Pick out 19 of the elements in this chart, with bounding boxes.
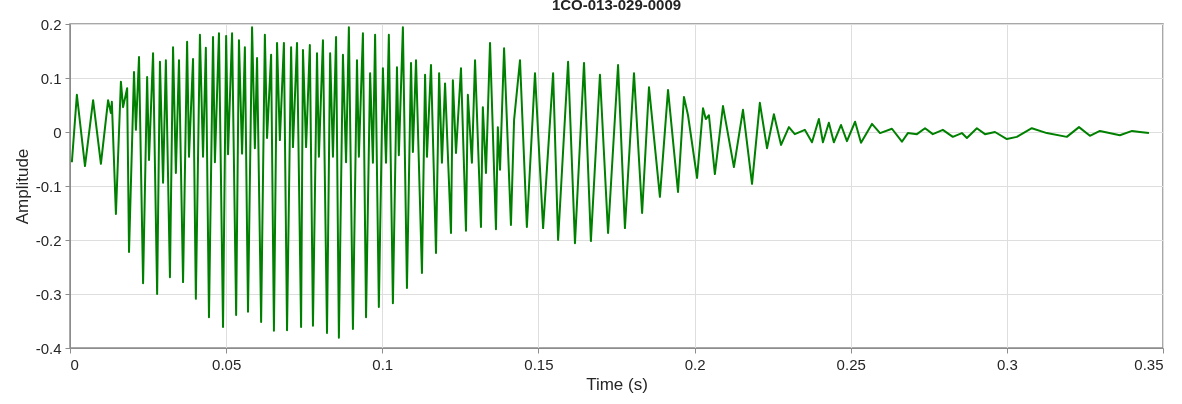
y-tick-label: -0.1	[35, 177, 62, 195]
y-tick-label: -0.3	[35, 285, 62, 303]
y-axis-title: Amplitude	[12, 148, 32, 225]
x-axis-title: Time (s)	[586, 374, 648, 394]
y-tick-label: 0	[53, 123, 62, 141]
y-tick-label: 0.2	[40, 15, 62, 33]
x-tick-label: 0.25	[836, 355, 866, 373]
line-series	[70, 26, 1150, 339]
x-tick-label: 0.3	[996, 355, 1018, 373]
x-tick-label: 0	[70, 355, 79, 373]
x-tick-label: 0.05	[212, 355, 242, 373]
y-tick-label: 0.1	[40, 69, 62, 87]
x-tick-label: 0.1	[372, 355, 394, 373]
x-tick-label: 0.35	[1134, 355, 1164, 373]
y-tick-label: -0.4	[35, 339, 62, 357]
x-tick-label: 0.2	[684, 355, 706, 373]
x-tick-label: 0.15	[524, 355, 554, 373]
chart-title: 1CO-013-029-0009	[551, 0, 682, 13]
y-tick-label: -0.2	[35, 231, 62, 249]
